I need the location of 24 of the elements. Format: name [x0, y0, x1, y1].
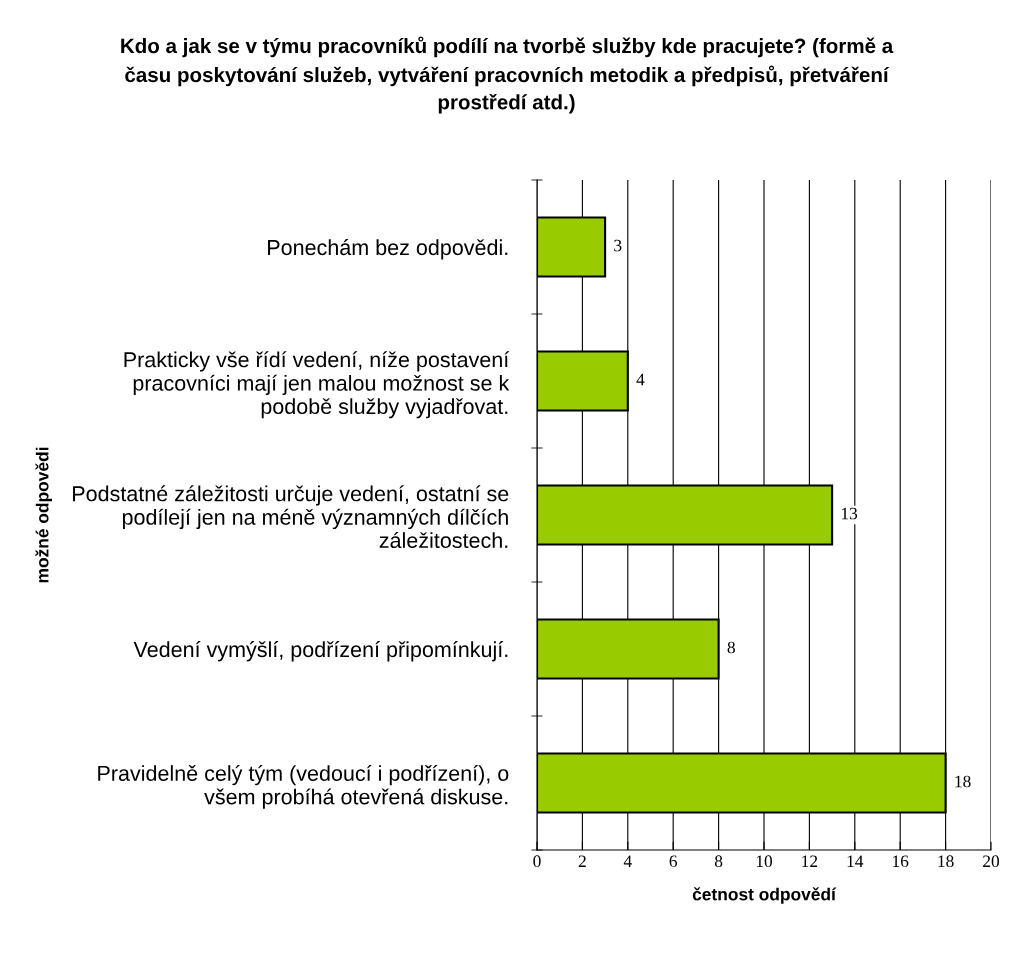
x-tick-label: 18 — [938, 855, 954, 868]
y-tick-label: Podstatné záležitosti určuje vedení, ostatní se podílejí jen na méně významných dílčích záležitostech. — [73, 485, 509, 549]
y-tick-label: Vedení vymýšlí, podřízení připomínkují. — [133, 641, 508, 662]
x-tick-label: 16 — [893, 855, 909, 868]
data-label: 8 — [727, 641, 735, 654]
y-axis-title: možné odpovědi — [35, 447, 52, 583]
x-tick-label: 20 — [983, 855, 1000, 868]
chart-title: Kdo a jak se v týmu pracovníků podílí na tvorbě služby kde pracujete? (formě a času poskytování služeb, vytváření pracovních metodik a předpisů, přetváření prostředí atd.) — [121, 36, 894, 114]
data-label: 13 — [841, 507, 858, 520]
x-axis-title: četnost odpovědí — [692, 887, 837, 904]
x-tick-label: 8 — [714, 855, 723, 868]
x-tick-label: 2 — [578, 855, 586, 867]
data-label: 4 — [636, 373, 645, 386]
y-tick-label: Pravidelně celý tým (vedoucí i podřízení), o všem probíhá otevřená diskuse. — [98, 764, 509, 809]
x-tick-label: 10 — [756, 855, 773, 868]
x-tick-label: 12 — [802, 855, 818, 867]
x-tick-label: 14 — [847, 855, 864, 867]
y-tick-label: Ponechám bez odpovědi. — [268, 239, 508, 260]
x-tick-label: 6 — [669, 855, 678, 868]
x-tick-label: 0 — [533, 855, 541, 868]
y-tick-label: Prakticky vše řídí vedení, níže postavení pracovníci mají jen malou možnost se k podobě služby vyjadřovat. — [124, 351, 510, 419]
data-label: 3 — [614, 239, 622, 252]
x-tick-label: 4 — [623, 855, 632, 867]
data-label: 18 — [955, 775, 971, 788]
